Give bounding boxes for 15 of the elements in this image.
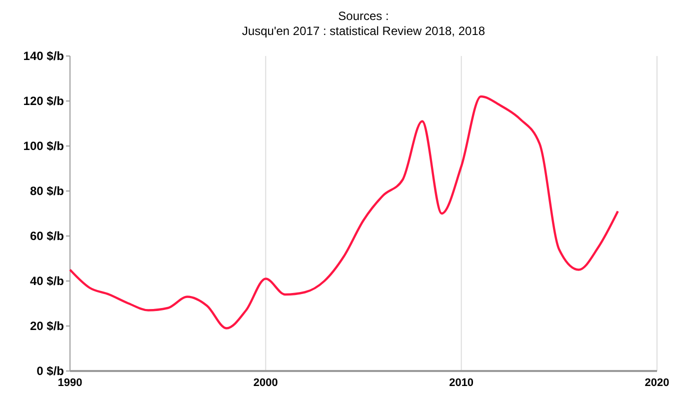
x-tick-label: 2020 bbox=[644, 377, 670, 389]
y-tick-label: 20 $/b bbox=[30, 319, 64, 334]
chart-subtitle: Sources : bbox=[338, 9, 389, 23]
x-tick-label: 2000 bbox=[253, 377, 278, 389]
y-tick-label: 100 $/b bbox=[23, 139, 64, 154]
y-tick-label: 0 $/b bbox=[36, 364, 64, 378]
text: Jusqu'en 2017 : statistical Review 2018, 2018 bbox=[242, 24, 486, 38]
line-series bbox=[68, 95, 619, 330]
x-tick-label: 1990 bbox=[58, 377, 82, 389]
y-tick-label: 40 $/b bbox=[30, 274, 64, 288]
y-tick-label: 60 $/b bbox=[30, 229, 64, 244]
y-tick-label: 120 $/b bbox=[23, 94, 64, 108]
y-tick-label: 140 $/b bbox=[23, 49, 64, 64]
x-tick-label: 2010 bbox=[449, 377, 474, 389]
y-tick-label: 80 $/b bbox=[30, 184, 64, 198]
